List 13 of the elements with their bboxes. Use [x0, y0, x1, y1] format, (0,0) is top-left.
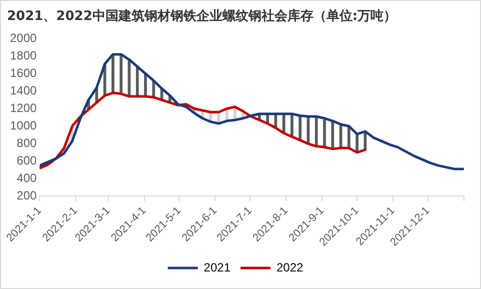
- y-tick-label: 1800: [10, 48, 38, 62]
- y-tick-label: 1600: [10, 66, 38, 80]
- y-tick-label: 2000: [10, 30, 38, 45]
- y-tick-label: 1400: [10, 83, 38, 98]
- y-tick-label: 400: [16, 171, 38, 186]
- y-tick-label: 1200: [10, 100, 38, 115]
- chart-title: 2021、2022中国建筑钢材钢铁企业螺纹钢社会库存（单位:万吨）: [7, 8, 397, 24]
- y-tick-label: 200: [16, 188, 38, 203]
- legend-label: 2021: [204, 260, 231, 274]
- y-tick-label: 1000: [10, 118, 38, 132]
- y-tick-label: 800: [16, 136, 38, 150]
- y-tick-label: 600: [16, 153, 38, 168]
- legend-label: 2022: [276, 260, 304, 274]
